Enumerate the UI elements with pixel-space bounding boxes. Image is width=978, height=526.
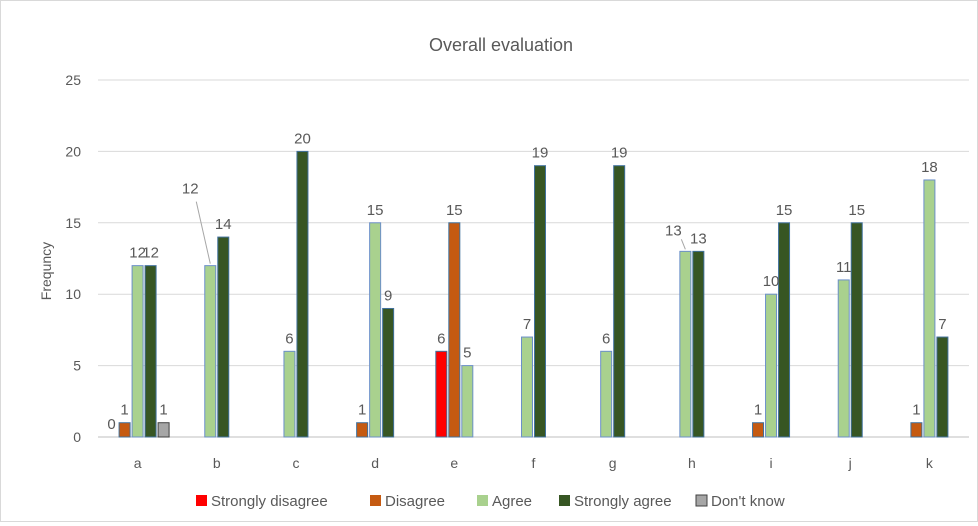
x-tick-labels: a b c d e f g h i j k: [134, 455, 934, 471]
legend-label: Disagree: [385, 493, 445, 510]
data-label: 1: [159, 402, 167, 419]
data-label: 12: [129, 245, 146, 262]
legend-label: Agree: [492, 493, 532, 510]
y-tick-labels: 0 5 10 15 20 25: [65, 72, 81, 445]
y-tick-label: 25: [65, 72, 81, 88]
data-label: 9: [384, 287, 392, 304]
bar: [118, 422, 131, 438]
data-label: 12: [142, 245, 159, 262]
bar: [850, 222, 863, 438]
data-label: 12: [182, 181, 199, 198]
x-tick-label: i: [769, 455, 772, 471]
bar: [144, 265, 157, 438]
bar: [296, 150, 309, 438]
data-label: 0: [107, 416, 115, 433]
data-label: 7: [938, 316, 946, 333]
bar: [521, 336, 533, 438]
data-label: 5: [463, 345, 471, 362]
legend: Strongly disagree Disagree Agree Strongly a…: [196, 493, 785, 510]
x-tick-label: g: [609, 455, 617, 471]
bar: [382, 307, 395, 438]
data-label: 6: [285, 330, 293, 347]
bar: [613, 165, 626, 438]
data-label: 13: [665, 222, 682, 239]
y-tick-label: 10: [65, 286, 81, 302]
legend-swatch: [477, 495, 488, 506]
bar: [217, 236, 230, 438]
legend-swatch: [370, 495, 381, 506]
legend-label: Don't know: [711, 493, 785, 510]
data-label: 6: [602, 330, 610, 347]
legend-swatch: [196, 495, 207, 506]
bar: [679, 250, 692, 438]
data-label: 20: [294, 130, 311, 147]
bar: [461, 365, 474, 438]
x-tick-label: e: [450, 455, 458, 471]
data-label: 15: [776, 202, 793, 219]
legend-label: Strongly agree: [574, 493, 672, 510]
x-tick-label: a: [134, 455, 142, 471]
bars: [118, 150, 949, 438]
y-tick-label: 5: [73, 358, 81, 374]
data-label: 19: [611, 145, 628, 162]
data-label: 13: [690, 230, 707, 247]
legend-label: Strongly disagree: [211, 493, 328, 510]
bar: [369, 222, 382, 438]
data-label: 7: [523, 316, 531, 333]
bar: [435, 350, 448, 438]
x-tick-label: f: [532, 455, 536, 471]
data-label: 1: [754, 402, 762, 419]
bar: [131, 265, 144, 438]
x-tick-label: b: [213, 455, 221, 471]
x-tick-label: c: [292, 455, 299, 471]
x-tick-label: h: [688, 455, 696, 471]
bar: [752, 422, 765, 438]
data-label: 15: [446, 202, 463, 219]
data-label: 1: [358, 402, 366, 419]
leader-line: [195, 201, 211, 264]
bar: [283, 350, 296, 438]
data-label: 6: [437, 330, 445, 347]
data-label: 19: [532, 145, 549, 162]
data-label: 15: [848, 202, 865, 219]
bar: [837, 279, 850, 438]
data-label: 10: [763, 273, 780, 290]
bar: [910, 422, 923, 438]
bar: [765, 293, 778, 438]
legend-swatch: [559, 495, 570, 506]
x-tick-label: j: [848, 455, 852, 471]
bar: [692, 250, 705, 438]
data-label: 1: [120, 402, 128, 419]
bar: [534, 165, 546, 438]
bar: [600, 350, 613, 438]
bar: [157, 422, 170, 438]
bar: [923, 179, 936, 438]
data-label: 14: [215, 216, 232, 233]
bar: [204, 265, 217, 438]
leader-line: [680, 239, 686, 250]
y-tick-label: 15: [65, 215, 81, 231]
y-tick-label: 0: [73, 429, 81, 445]
legend-swatch: [695, 494, 708, 507]
gridlines: [98, 79, 969, 438]
y-tick-label: 20: [65, 143, 81, 159]
data-label: 15: [367, 202, 384, 219]
bar: [448, 222, 461, 438]
bar: [778, 222, 791, 438]
data-label: 1: [912, 402, 920, 419]
x-tick-label: d: [371, 455, 379, 471]
label-leader-lines: [195, 201, 686, 264]
data-label: 11: [836, 259, 852, 276]
chart-title: Overall evaluation: [429, 35, 573, 55]
bar: [936, 336, 949, 438]
data-label: 18: [921, 159, 938, 176]
x-tick-label: k: [926, 455, 934, 471]
y-axis-label: Frequncy: [38, 242, 54, 300]
bar: [356, 422, 369, 438]
